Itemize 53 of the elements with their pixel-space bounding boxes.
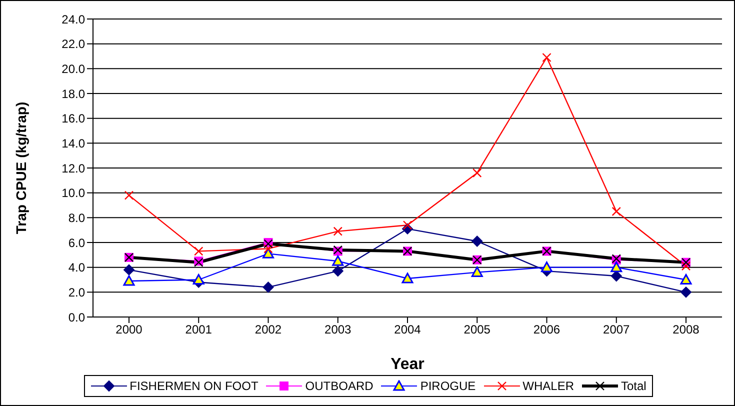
legend-label: Total <box>621 379 646 393</box>
point <box>610 262 622 272</box>
point <box>402 220 412 230</box>
point <box>123 275 135 286</box>
point <box>541 262 552 272</box>
y-tick-label: 10.0 <box>62 186 86 200</box>
point <box>472 236 483 247</box>
y-tick-label: 4.0 <box>68 260 86 275</box>
point <box>332 266 344 277</box>
point <box>262 248 274 258</box>
legend-label: WHALER <box>522 379 574 393</box>
point <box>610 270 622 282</box>
y-tick-label: 22.0 <box>62 37 86 52</box>
y-tick-label: 18.0 <box>62 86 86 101</box>
x-tick-label: 2001 <box>185 322 212 337</box>
y-tick-label: 14.0 <box>62 136 86 150</box>
point <box>471 266 483 278</box>
point <box>332 255 344 266</box>
y-tick-label: 6.0 <box>68 236 86 250</box>
x-tick-label: 2004 <box>394 322 422 337</box>
legend-label: FISHERMEN ON FOOT <box>130 379 258 393</box>
point <box>262 282 274 293</box>
point <box>680 286 692 298</box>
y-tick-label: 8.0 <box>68 210 86 225</box>
point <box>681 261 691 271</box>
point <box>264 244 273 254</box>
y-tick-label: 12.0 <box>62 161 86 176</box>
x-axis-title: Year <box>390 356 424 373</box>
point <box>612 206 621 216</box>
point <box>472 168 482 178</box>
y-tick-label: 24.0 <box>62 12 86 26</box>
point <box>124 190 134 200</box>
point <box>124 264 134 276</box>
y-tick-label: 20.0 <box>62 62 86 76</box>
x-tick-label: 2000 <box>116 322 143 337</box>
point <box>680 274 692 284</box>
x-tick-label: 2002 <box>254 322 282 337</box>
legend-label: PIROGUE <box>420 379 476 393</box>
x-tick-label: 2007 <box>603 322 630 337</box>
y-axis-title: Trap CPUE (kg/trap) <box>12 102 29 234</box>
point <box>333 226 342 236</box>
point <box>542 52 552 62</box>
y-tick-label: 2.0 <box>68 285 86 300</box>
point <box>194 246 204 256</box>
x-tick-label: 2003 <box>324 322 352 337</box>
y-tick-label: 0.0 <box>68 310 86 324</box>
legend-label: OUTBOARD <box>305 379 374 393</box>
x-tick-label: 2006 <box>533 322 560 337</box>
x-tick-label: 2008 <box>672 322 700 337</box>
point <box>192 274 204 284</box>
y-tick-label: 16.0 <box>62 112 86 126</box>
x-tick-label: 2005 <box>464 322 491 337</box>
point <box>402 272 414 284</box>
